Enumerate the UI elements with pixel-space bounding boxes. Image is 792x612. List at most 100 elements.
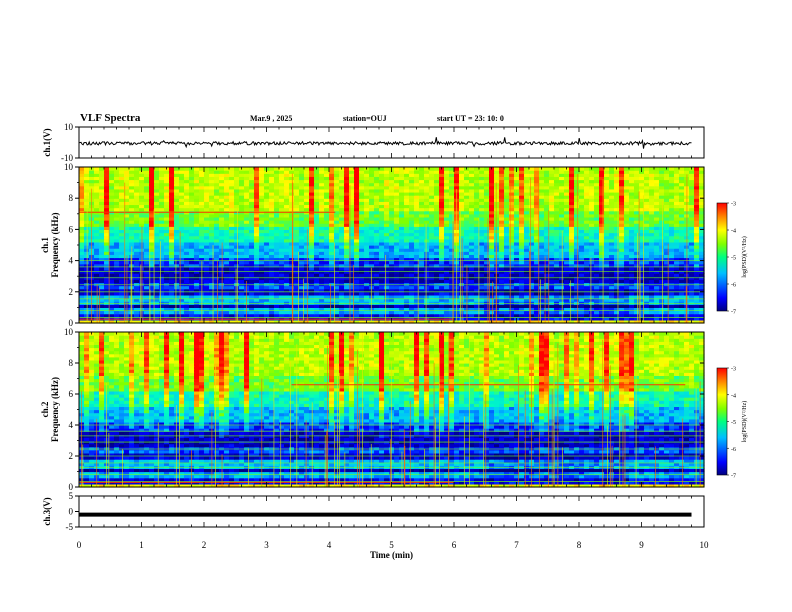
- spectrogram-cell: [544, 254, 550, 259]
- spectrogram-cell: [499, 204, 505, 209]
- spectrogram-cell: [99, 204, 105, 209]
- spectrogram-cell: [594, 298, 600, 302]
- spectrogram-cell: [534, 204, 540, 209]
- spectrogram-cell: [149, 291, 155, 296]
- spectrogram-cell: [639, 266, 645, 271]
- spectrogram-cell: [674, 241, 680, 246]
- spectrogram-cell: [189, 232, 195, 237]
- spectrogram-cell: [559, 254, 565, 259]
- spectrogram-cell: [539, 235, 545, 240]
- spectrogram-cell: [104, 213, 110, 218]
- spectrogram-cell: [469, 279, 475, 284]
- spectrogram-cell: [444, 301, 450, 305]
- spectrogram-cell: [234, 310, 240, 315]
- spectrogram-cell: [529, 204, 535, 209]
- spectrogram-cell: [174, 204, 180, 209]
- spectrogram-cell: [609, 310, 615, 315]
- spectrogram-cell: [224, 279, 230, 284]
- spectrogram-cell: [699, 235, 705, 240]
- spectrogram-cell: [174, 285, 180, 290]
- spectrogram-cell: [589, 288, 595, 293]
- spectrogram-cell: [309, 257, 315, 262]
- spectrogram-cell: [544, 319, 550, 324]
- spectrogram-cell: [564, 198, 570, 202]
- spectrogram-cell: [529, 313, 535, 318]
- spectrogram-cell: [519, 307, 525, 312]
- spectrogram-cell: [629, 310, 635, 315]
- spectrogram-cell: [254, 282, 260, 287]
- spectrogram-cell: [319, 282, 325, 287]
- spectrogram-cell: [524, 229, 530, 234]
- spectrogram-cell: [284, 204, 290, 209]
- spectrogram-cell: [489, 238, 495, 243]
- spectrogram-cell: [109, 313, 115, 318]
- spectrogram-cell: [679, 273, 685, 277]
- spectrogram-cell: [249, 245, 255, 249]
- spectrogram-cell: [299, 201, 305, 206]
- spectrogram-cell: [394, 301, 400, 305]
- spectrogram-cell: [384, 294, 390, 299]
- spectrogram-cell: [299, 220, 305, 224]
- spectrogram-cell: [649, 279, 655, 284]
- spectrogram-cell: [319, 298, 325, 302]
- spectrogram-cell: [659, 226, 665, 230]
- spectrogram-cell: [394, 273, 400, 277]
- spectrogram-cell: [554, 235, 560, 240]
- spectrogram-cell: [409, 298, 415, 302]
- spectrogram-cell: [524, 257, 530, 262]
- spectrogram-cell: [264, 235, 270, 240]
- spectrogram-cell: [99, 226, 105, 230]
- spectrogram-cell: [654, 232, 660, 237]
- spectrogram-cell: [514, 285, 520, 290]
- spectrogram-cell: [634, 301, 640, 305]
- spectrogram-cell: [159, 241, 165, 246]
- spectrogram-cell: [649, 257, 655, 262]
- spectrogram-cell: [164, 245, 170, 249]
- spectrogram-cell: [364, 257, 370, 262]
- spectrogram-cell: [224, 288, 230, 293]
- spectrogram-cell: [374, 273, 380, 277]
- spectrogram-cell: [384, 304, 390, 308]
- spectrogram-cell: [559, 304, 565, 308]
- spectrogram-cell: [634, 294, 640, 299]
- spectrogram-cell: [634, 263, 640, 268]
- spectrogram-cell: [194, 291, 200, 296]
- spectrogram-cell: [309, 241, 315, 246]
- spectrogram-cell: [614, 285, 620, 290]
- spectrogram-cell: [79, 273, 85, 277]
- spectrogram-cell: [354, 298, 360, 302]
- spectrogram-cell: [614, 210, 620, 215]
- spectrogram-cell: [259, 232, 265, 237]
- spectrogram-cell: [399, 254, 405, 259]
- spectrogram-cell: [129, 213, 135, 218]
- spectrogram-cell: [569, 223, 575, 227]
- spectrogram-cell: [544, 260, 550, 265]
- spectrogram-cell: [519, 229, 525, 234]
- spectrogram-cell: [534, 232, 540, 237]
- spectrogram-cell: [594, 316, 600, 321]
- spectrogram-cell: [169, 266, 175, 271]
- spectrogram-cell: [369, 238, 375, 243]
- spectrogram-cell: [154, 294, 160, 299]
- spectrogram-cell: [639, 273, 645, 277]
- spectrogram-cell: [524, 238, 530, 243]
- spectrogram-cell: [484, 301, 490, 305]
- spectrogram-cell: [499, 235, 505, 240]
- spectrogram-cell: [249, 304, 255, 308]
- spectrogram-cell: [204, 266, 210, 271]
- spectrogram-cell: [404, 213, 410, 218]
- spectrogram-cell: [294, 204, 300, 209]
- spectrogram-cell: [449, 248, 455, 252]
- spectrogram-cell: [269, 245, 275, 249]
- spectrogram-cell: [184, 229, 190, 234]
- spectrogram-cell: [644, 263, 650, 268]
- chart-title: VLF Spectra: [80, 112, 141, 124]
- spectrogram-cell: [519, 316, 525, 321]
- spectrogram-cell: [379, 207, 385, 212]
- spectrogram-cell: [424, 257, 430, 262]
- spectrogram-cell: [379, 220, 385, 224]
- spectrogram-cell: [119, 235, 125, 240]
- spectrogram-cell: [339, 223, 345, 227]
- spectrogram-cell: [169, 238, 175, 243]
- spectrogram-cell: [254, 263, 260, 268]
